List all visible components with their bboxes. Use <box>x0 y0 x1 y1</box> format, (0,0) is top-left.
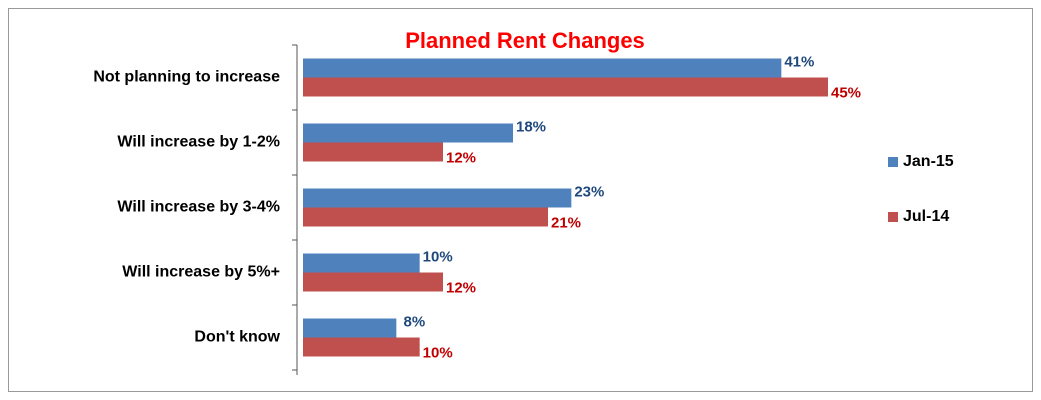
bar <box>303 142 443 162</box>
data-label: 12% <box>446 149 476 166</box>
data-label: 18% <box>516 118 546 135</box>
data-label: 10% <box>423 344 453 361</box>
legend-swatch <box>888 157 898 167</box>
data-label: 21% <box>551 214 581 231</box>
legend-label: Jan-15 <box>903 153 954 170</box>
bar <box>303 188 572 208</box>
bar <box>303 77 828 97</box>
data-label: 23% <box>574 183 604 200</box>
bar <box>303 253 420 273</box>
data-label: 8% <box>403 313 425 330</box>
y-tick-label: Will increase by 5%+ <box>122 264 280 281</box>
y-tick-label: Will increase by 3-4% <box>117 199 280 216</box>
y-tick-label: Not planning to increase <box>93 69 280 86</box>
chart-title: Planned Rent Changes <box>405 28 645 53</box>
y-tick-label: Will increase by 1-2% <box>117 134 280 151</box>
bar <box>303 207 548 227</box>
bar <box>303 123 513 143</box>
data-label: 45% <box>831 84 861 101</box>
y-tick-label: Don't know <box>194 329 280 346</box>
bar <box>303 272 443 292</box>
data-label: 10% <box>423 248 453 265</box>
legend-swatch <box>888 212 898 222</box>
legend-label: Jul-14 <box>903 208 949 225</box>
data-label: 41% <box>784 53 814 70</box>
data-label: 12% <box>446 279 476 296</box>
bar <box>303 58 782 78</box>
bar <box>303 318 397 338</box>
bar <box>303 337 420 357</box>
